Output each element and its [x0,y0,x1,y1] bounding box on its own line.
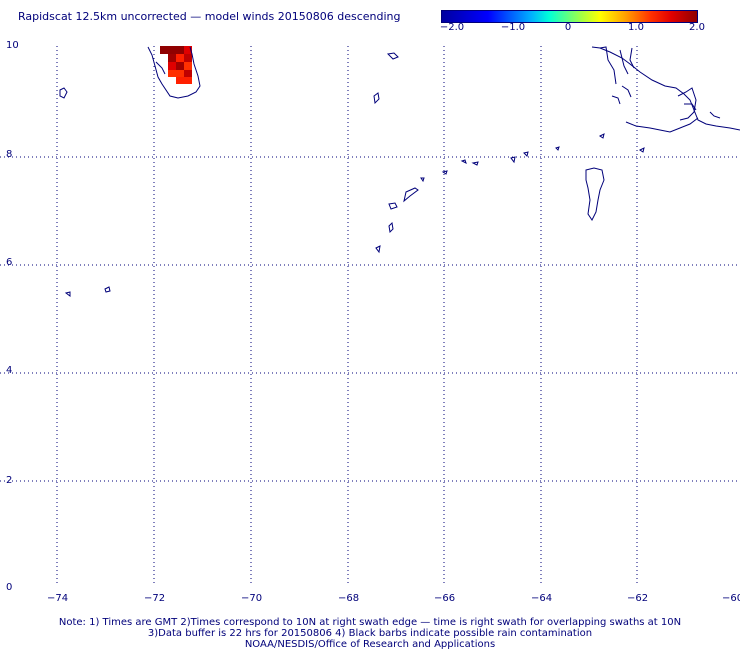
lat-label-10: 10 [6,40,19,51]
colorbar-tick-pos1: 1.0 [628,22,644,33]
lon-label-68: −68 [338,593,359,604]
lat-label-8: 8 [6,149,12,160]
map-title: Rapidscat 12.5km uncorrected — model win… [18,10,401,23]
note-line-3: NOAA/NESDIS/Office of Research and Appli… [244,639,496,650]
lon-label-62: −62 [627,593,648,604]
lon-label-66: −66 [434,593,455,604]
note-line-1: Note: 1) Times are GMT 2)Times correspon… [58,617,682,628]
lon-label-64: −64 [531,593,552,604]
lon-label-72: −72 [144,593,165,604]
colorbar-tick-neg1: −1.0 [500,22,526,33]
coastlines [59,46,740,297]
note-line-2: 3)Data buffer is 22 hrs for 20150806 4) … [147,628,593,639]
lat-label-0: 0 [6,582,12,593]
colorbar-tick-zero: 0 [564,22,572,33]
map-grid [0,46,740,585]
colorbar-tick-neg2: −2.0 [439,22,465,33]
lon-label-74: −74 [47,593,68,604]
lat-label-6: 6 [6,257,12,268]
wind-cells [160,46,192,84]
lat-label-4: 4 [6,365,12,376]
lon-label-60: −60 [722,593,740,604]
lat-label-2: 2 [6,475,12,486]
colorbar-tick-pos2: 2.0 [689,22,705,33]
colorbar [441,10,698,23]
lon-label-70: −70 [241,593,262,604]
